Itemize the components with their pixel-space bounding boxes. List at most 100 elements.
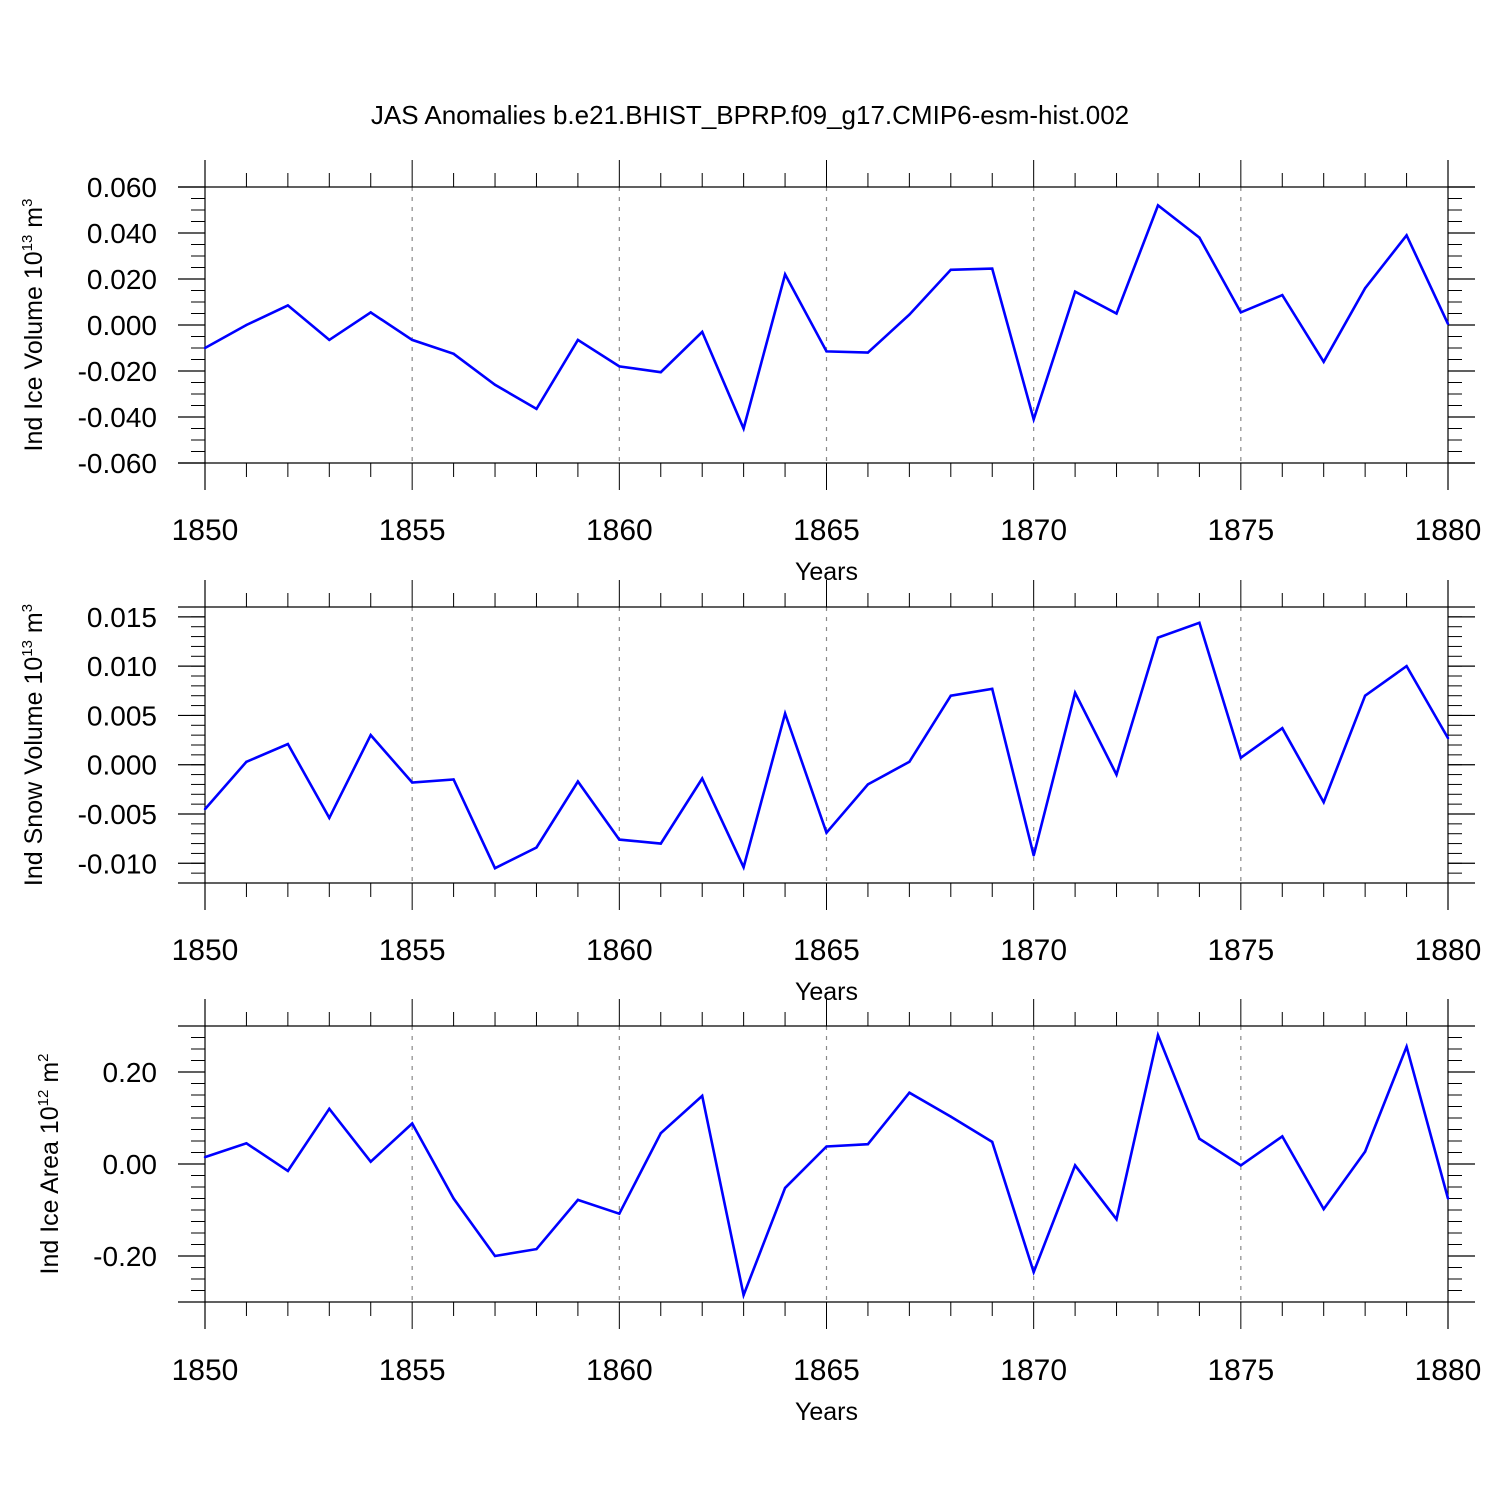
data-point <box>1115 312 1118 315</box>
x-tick-label: 1860 <box>586 514 653 547</box>
data-point <box>1363 1150 1367 1153</box>
data-point <box>493 1254 497 1258</box>
y-tick-label: 0.005 <box>87 700 157 731</box>
x-tick-label: 1880 <box>1415 934 1482 967</box>
x-tick-label: 1850 <box>172 514 239 547</box>
data-point <box>1032 1270 1035 1274</box>
x-tick-label: 1875 <box>1207 514 1274 547</box>
data-point <box>991 1140 994 1144</box>
data-point <box>452 1197 455 1200</box>
data-point <box>535 407 538 411</box>
x-tick-label: 1850 <box>172 1354 239 1387</box>
y-tick-label: 0.010 <box>87 651 157 682</box>
data-point <box>659 1131 662 1135</box>
y-tick-label: 0.00 <box>103 1149 158 1180</box>
data-point <box>203 1155 207 1159</box>
data-point <box>1405 234 1408 237</box>
y-tick-label: -0.060 <box>78 448 157 479</box>
y-tick-label: 0.20 <box>103 1057 158 1088</box>
data-point <box>576 780 580 783</box>
data-point <box>701 330 704 334</box>
data-point <box>866 1143 870 1146</box>
y-tick-label: 0.000 <box>87 750 157 781</box>
data-point <box>410 338 414 342</box>
data-point <box>286 1169 290 1173</box>
y-tick-label: 0.020 <box>87 264 157 295</box>
x-tick-label: 1875 <box>1207 934 1274 967</box>
x-tick-label: 1880 <box>1415 514 1482 547</box>
x-tick-label: 1870 <box>1000 514 1067 547</box>
x-tick-label: 1855 <box>379 514 446 547</box>
data-point <box>701 777 704 780</box>
y-tick-label: 0.040 <box>87 218 157 249</box>
data-point <box>742 427 745 430</box>
data-point <box>783 712 787 715</box>
data-point <box>825 1145 828 1148</box>
data-point <box>1198 1137 1201 1140</box>
data-point <box>1032 854 1035 857</box>
data-point <box>949 268 952 271</box>
x-tick-label: 1870 <box>1000 934 1067 967</box>
data-point <box>535 1247 538 1251</box>
data-point <box>369 311 372 314</box>
y-tick-label: -0.040 <box>78 402 157 433</box>
x-tick-label: 1850 <box>172 934 239 967</box>
x-tick-label: 1860 <box>586 1354 653 1387</box>
data-point <box>618 838 621 841</box>
data-point <box>1073 691 1077 694</box>
data-point <box>825 831 828 834</box>
data-point <box>1198 621 1201 624</box>
data-point <box>1198 236 1201 239</box>
data-point <box>1322 1207 1325 1211</box>
data-point <box>1032 418 1035 421</box>
data-point <box>493 383 497 386</box>
chart-title: JAS Anomalies b.e21.BHIST_BPRP.f09_g17.C… <box>371 100 1129 130</box>
y-tick-label: -0.20 <box>93 1241 157 1272</box>
y-tick-label: -0.005 <box>78 799 157 830</box>
data-point <box>203 346 207 350</box>
y-tick-label: 0.060 <box>87 172 157 203</box>
data-point <box>1073 290 1077 293</box>
data-point <box>410 781 414 784</box>
data-point <box>1446 322 1450 326</box>
x-tick-label: 1855 <box>379 1354 446 1387</box>
data-point <box>535 846 538 849</box>
data-point <box>286 742 290 746</box>
x-tick-label: 1865 <box>793 514 860 547</box>
data-point <box>866 783 870 786</box>
y-tick-label: -0.020 <box>78 356 157 387</box>
panel-2: 1850 1855 1860 1865 1870 1875 1880Years0.0150.… <box>19 580 1481 1006</box>
data-point <box>742 866 745 869</box>
data-point <box>576 338 580 342</box>
x-tick-label: 1875 <box>1207 1354 1274 1387</box>
data-point <box>286 304 290 307</box>
chart-panels: 1850 1855 1860 1865 1870 1875 1880 Years 0.060 0.… <box>19 160 1481 1426</box>
data-point <box>825 350 828 353</box>
x-tick-label: 1860 <box>586 934 653 967</box>
data-point <box>328 338 331 342</box>
data-point <box>1281 727 1284 730</box>
data-point <box>1239 756 1243 760</box>
data-point <box>1322 360 1325 363</box>
data-point <box>245 1142 248 1145</box>
data-point <box>659 370 662 374</box>
panel-1: 1850 1855 1860 1865 1870 1875 1880Years0.0600.… <box>19 160 1481 586</box>
data-point <box>1363 287 1367 290</box>
y-tick-label: 0.015 <box>87 602 157 633</box>
data-point <box>1363 694 1367 697</box>
data-point <box>1073 1164 1077 1167</box>
panel-3: 1850 1855 1860 1865 1870 1875 1880 Years 0.20 0.0… <box>35 999 1481 1426</box>
data-point <box>245 760 248 763</box>
data-point <box>949 1115 952 1118</box>
data-point <box>783 1186 787 1190</box>
data-point <box>1322 800 1325 804</box>
data-point <box>618 365 621 368</box>
data-point <box>701 1094 704 1098</box>
data-point <box>452 352 455 355</box>
data-point <box>452 778 455 781</box>
x-tick-label: 1880 <box>1415 1354 1482 1387</box>
data-point <box>742 1293 745 1297</box>
data-point <box>369 1160 372 1163</box>
data-point <box>1115 1218 1118 1221</box>
